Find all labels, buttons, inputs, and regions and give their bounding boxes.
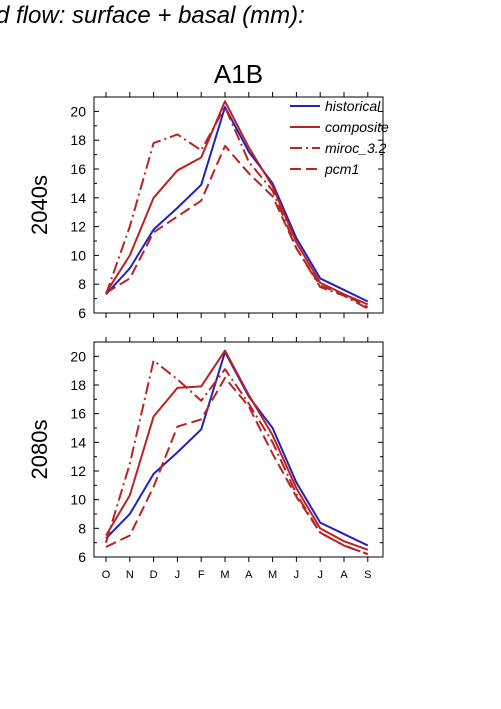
legend-label: pcm1: [324, 161, 359, 177]
series-line-miroc-3-2: [105, 359, 369, 556]
series-line-miroc-3-2: [105, 106, 369, 310]
series-line-pcm1: [105, 144, 369, 309]
x-tick-label: O: [102, 569, 111, 581]
y-tick-label: 14: [70, 190, 86, 206]
y-tick-label: 20: [70, 348, 86, 364]
y-tick-label: 16: [70, 406, 86, 422]
panel-2: 6 8 10 12 14 16 18 20 O N D J F M A M J J A S 2080s: [27, 337, 384, 581]
series-line-historical: [105, 106, 369, 303]
x-tick-label: A: [245, 569, 253, 581]
x-tick-label: S: [364, 569, 371, 581]
y-tick-label: 8: [78, 520, 86, 536]
y-tick-label: 16: [70, 161, 86, 177]
y-axis-label: 2040s: [27, 175, 52, 235]
legend-label: miroc_3.2: [325, 140, 387, 156]
y-tick-label: 14: [70, 434, 86, 450]
series-line-historical: [105, 351, 369, 547]
y-tick-label: 10: [70, 247, 86, 263]
legend: historical composite miroc_3.2 pcm1: [290, 98, 389, 177]
x-tick-label: M: [220, 569, 229, 581]
y-tick-label: 12: [70, 219, 86, 235]
x-tick-label: J: [317, 569, 323, 581]
panel-1: 6 8 10 12 14 16 18 20 2040s A1B historical composit…: [27, 59, 389, 321]
y-tick-label: 20: [70, 103, 86, 119]
series-line-composite: [105, 100, 369, 306]
y-axis-label: 2080s: [27, 420, 52, 480]
series-line-pcm1: [105, 376, 369, 556]
y-tick-label: 12: [70, 463, 86, 479]
legend-label: composite: [325, 119, 389, 135]
y-tick-label: 10: [70, 492, 86, 508]
y-tick-label: 18: [70, 132, 86, 148]
y-tick-label: 6: [78, 549, 86, 565]
x-tick-label: A: [340, 569, 348, 581]
legend-label: historical: [325, 98, 381, 114]
y-tick-label: 6: [78, 305, 86, 321]
x-tick-label: J: [294, 569, 300, 581]
x-tick-label: J: [175, 569, 181, 581]
plot-frame: [93, 96, 384, 314]
y-tick-label: 8: [78, 276, 86, 292]
page-title-text: d flow: surface + basal (mm):: [0, 2, 305, 29]
plot-frame: [93, 341, 384, 558]
x-tick-label: F: [198, 569, 205, 581]
chart-title: A1B: [214, 59, 263, 89]
x-tick-label: M: [268, 569, 277, 581]
x-tick-label: N: [126, 569, 134, 581]
y-tick-label: 18: [70, 377, 86, 393]
series-line-composite: [105, 349, 369, 551]
x-tick-label: D: [150, 569, 158, 581]
page-title: d flow: surface + basal (mm):: [0, 2, 501, 36]
